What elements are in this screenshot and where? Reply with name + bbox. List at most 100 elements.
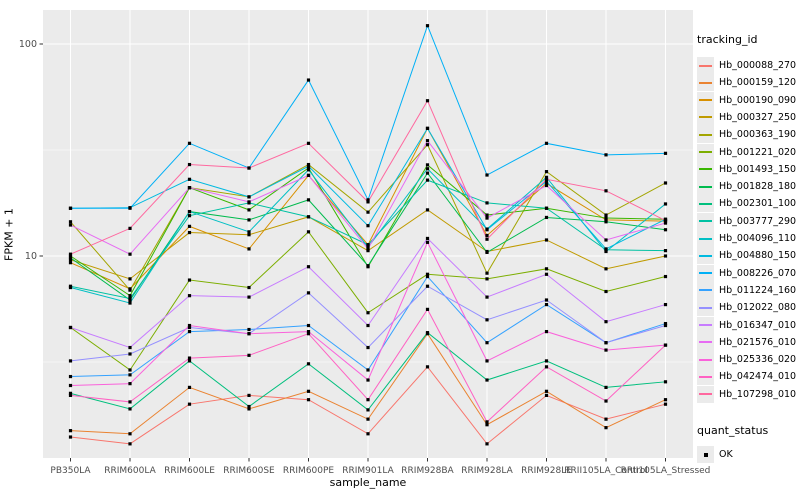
data-point-marker — [663, 218, 668, 223]
data-point-marker — [306, 166, 311, 170]
data-point-marker — [128, 296, 132, 301]
data-point-marker — [68, 391, 73, 395]
legend-key-line — [697, 368, 714, 386]
legend-entry-label: Hb_042474_010 — [719, 371, 797, 383]
x-tick-label: RRIM901LA — [342, 466, 394, 476]
y-tick-label: 10 — [25, 251, 37, 262]
data-point-marker — [187, 356, 192, 360]
data-point-marker — [663, 402, 668, 406]
data-point-marker — [187, 359, 192, 363]
legend-entry-Hb_001221_020: Hb_001221_020 — [697, 143, 796, 161]
data-point-marker — [187, 177, 192, 181]
data-point-marker — [247, 230, 251, 234]
legend-key-line — [697, 316, 714, 334]
data-point-marker — [306, 265, 311, 269]
data-point-marker — [128, 226, 132, 230]
quant-legend-entry: OK — [697, 446, 733, 463]
data-point-marker — [663, 181, 668, 185]
data-point-marker — [68, 220, 73, 224]
data-point-marker — [544, 298, 549, 302]
data-point-marker — [128, 277, 132, 281]
data-point-marker — [544, 359, 549, 363]
data-point-marker — [544, 329, 549, 334]
data-point-marker — [485, 216, 489, 220]
data-point-marker — [425, 365, 430, 369]
quant-legend-title: quant_status — [697, 424, 769, 437]
data-point-marker — [187, 385, 192, 389]
data-point-marker — [544, 238, 549, 242]
data-point-marker — [485, 271, 489, 275]
data-point-marker — [663, 274, 668, 279]
legend-entry-Hb_004880_150: Hb_004880_150 — [697, 247, 796, 265]
data-point-marker — [68, 435, 73, 439]
data-point-marker — [485, 173, 489, 177]
data-point-marker — [187, 214, 192, 218]
data-point-marker — [366, 323, 370, 328]
x-tick-label: RRIM600PE — [283, 466, 335, 476]
data-point-marker — [306, 332, 311, 336]
data-point-marker — [128, 382, 132, 386]
data-point-marker — [128, 345, 132, 350]
legend-entry-Hb_001493_150: Hb_001493_150 — [697, 160, 796, 178]
data-point-marker — [366, 432, 370, 436]
legend-entry-Hb_000327_250: Hb_000327_250 — [697, 108, 796, 126]
data-point-marker — [247, 295, 251, 299]
data-point-marker — [485, 423, 489, 427]
data-point-marker — [306, 389, 311, 393]
legend-entry-label: Hb_000159_120 — [719, 77, 797, 89]
data-point-marker — [187, 224, 192, 228]
data-point-marker — [425, 240, 430, 244]
legend-entry-label: Hb_016347_010 — [719, 319, 797, 331]
legend-entry-Hb_002301_100: Hb_002301_100 — [697, 195, 796, 213]
data-point-marker — [604, 289, 608, 294]
data-point-marker — [68, 252, 73, 256]
data-point-marker — [425, 171, 430, 175]
data-point-marker — [663, 202, 668, 206]
data-point-marker — [306, 323, 311, 328]
legend-entry-Hb_000088_270: Hb_000088_270 — [697, 57, 796, 74]
data-point-marker — [604, 267, 608, 271]
legend-entry-label: Hb_001828_180 — [719, 181, 797, 193]
data-point-marker — [544, 175, 549, 179]
data-point-marker — [544, 215, 549, 220]
legend-key-line — [697, 195, 714, 213]
data-point-marker — [604, 247, 608, 251]
legend-entry-Hb_025336_020: Hb_025336_020 — [697, 351, 796, 369]
data-point-marker — [366, 245, 370, 249]
data-point-marker — [187, 162, 192, 167]
data-point-marker — [366, 378, 370, 382]
data-point-marker — [544, 267, 549, 271]
quant-entry-label: OK — [719, 449, 733, 460]
legend-key-line — [697, 126, 714, 144]
data-point-marker — [68, 429, 73, 433]
x-axis-title: sample_name — [329, 476, 407, 489]
data-point-marker — [485, 237, 489, 241]
legend-entry-Hb_000159_120: Hb_000159_120 — [697, 74, 797, 92]
data-point-marker — [604, 348, 608, 352]
data-point-marker — [128, 288, 132, 292]
data-point-marker — [366, 408, 370, 412]
data-point-marker — [544, 393, 549, 398]
data-point-marker — [187, 329, 192, 334]
legend-entry-label: Hb_000088_270 — [719, 60, 797, 71]
data-point-marker — [306, 291, 311, 295]
data-point-marker — [366, 198, 370, 202]
data-point-marker — [425, 24, 430, 28]
data-point-marker — [604, 399, 608, 403]
legend-entry-label: Hb_107298_010 — [719, 388, 797, 400]
data-point-marker — [485, 201, 489, 205]
data-point-marker — [128, 294, 132, 298]
data-point-marker — [128, 252, 132, 256]
legend-key-line — [697, 247, 714, 265]
data-point-marker — [425, 126, 430, 130]
data-point-marker — [187, 325, 192, 330]
data-point-marker — [425, 284, 430, 288]
x-tick-label: RRIM600LA — [104, 466, 156, 476]
data-point-marker — [68, 261, 73, 265]
data-point-marker — [68, 374, 73, 379]
legend-key-line — [697, 333, 714, 351]
data-point-marker — [128, 373, 132, 377]
data-point-marker — [187, 402, 192, 406]
data-point-marker — [306, 162, 311, 167]
legend-entry-Hb_011224_160: Hb_011224_160 — [697, 281, 796, 299]
